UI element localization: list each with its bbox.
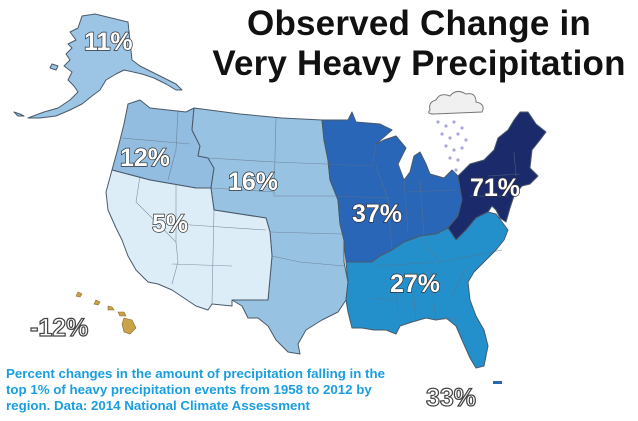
caption-line-2: top 1% of heavy precipitation events fro… <box>6 382 372 397</box>
southwest-shape <box>105 169 273 311</box>
region-southwest[interactable] <box>105 169 273 311</box>
puerto-rico-shape <box>493 381 502 384</box>
title-line-1: Observed Change in <box>247 4 591 43</box>
alaska-islands <box>13 63 59 117</box>
label-great-plains: 16% <box>228 168 278 196</box>
label-southwest: 5% <box>152 210 188 238</box>
title-line-2: Very Heavy Precipitation <box>212 44 626 83</box>
label-southeast: 27% <box>390 270 440 298</box>
hawaii-islands <box>75 291 137 335</box>
label-northwest: 12% <box>120 144 170 172</box>
label-puerto-rico: 33% <box>426 384 476 412</box>
caption-line-1: Percent changes in the amount of precipi… <box>6 366 386 381</box>
label-midwest: 37% <box>352 200 402 228</box>
caption: Percent changes in the amount of precipi… <box>6 366 446 414</box>
region-midwest[interactable] <box>321 111 463 263</box>
region-alaska[interactable] <box>13 13 183 119</box>
region-hawaii[interactable] <box>75 291 137 335</box>
southeast-shape <box>345 211 509 369</box>
label-hawaii: -12% <box>30 314 88 342</box>
state-lines-midwest <box>325 143 457 251</box>
label-northeast: 71% <box>470 174 520 202</box>
caption-line-3: region. Data: 2014 National Climate Asse… <box>6 398 310 413</box>
alaska-shape <box>27 13 183 119</box>
rain-cloud-icon <box>428 90 484 172</box>
label-alaska: 11% <box>84 28 133 56</box>
state-lines-southwest <box>135 175 267 305</box>
region-southeast[interactable] <box>345 211 509 369</box>
state-lines-northeast <box>470 151 521 197</box>
region-puerto-rico[interactable] <box>493 381 502 384</box>
state-lines-southeast <box>371 235 503 323</box>
state-lines-northwest <box>121 109 191 181</box>
state-lines-great-plains <box>207 117 345 267</box>
